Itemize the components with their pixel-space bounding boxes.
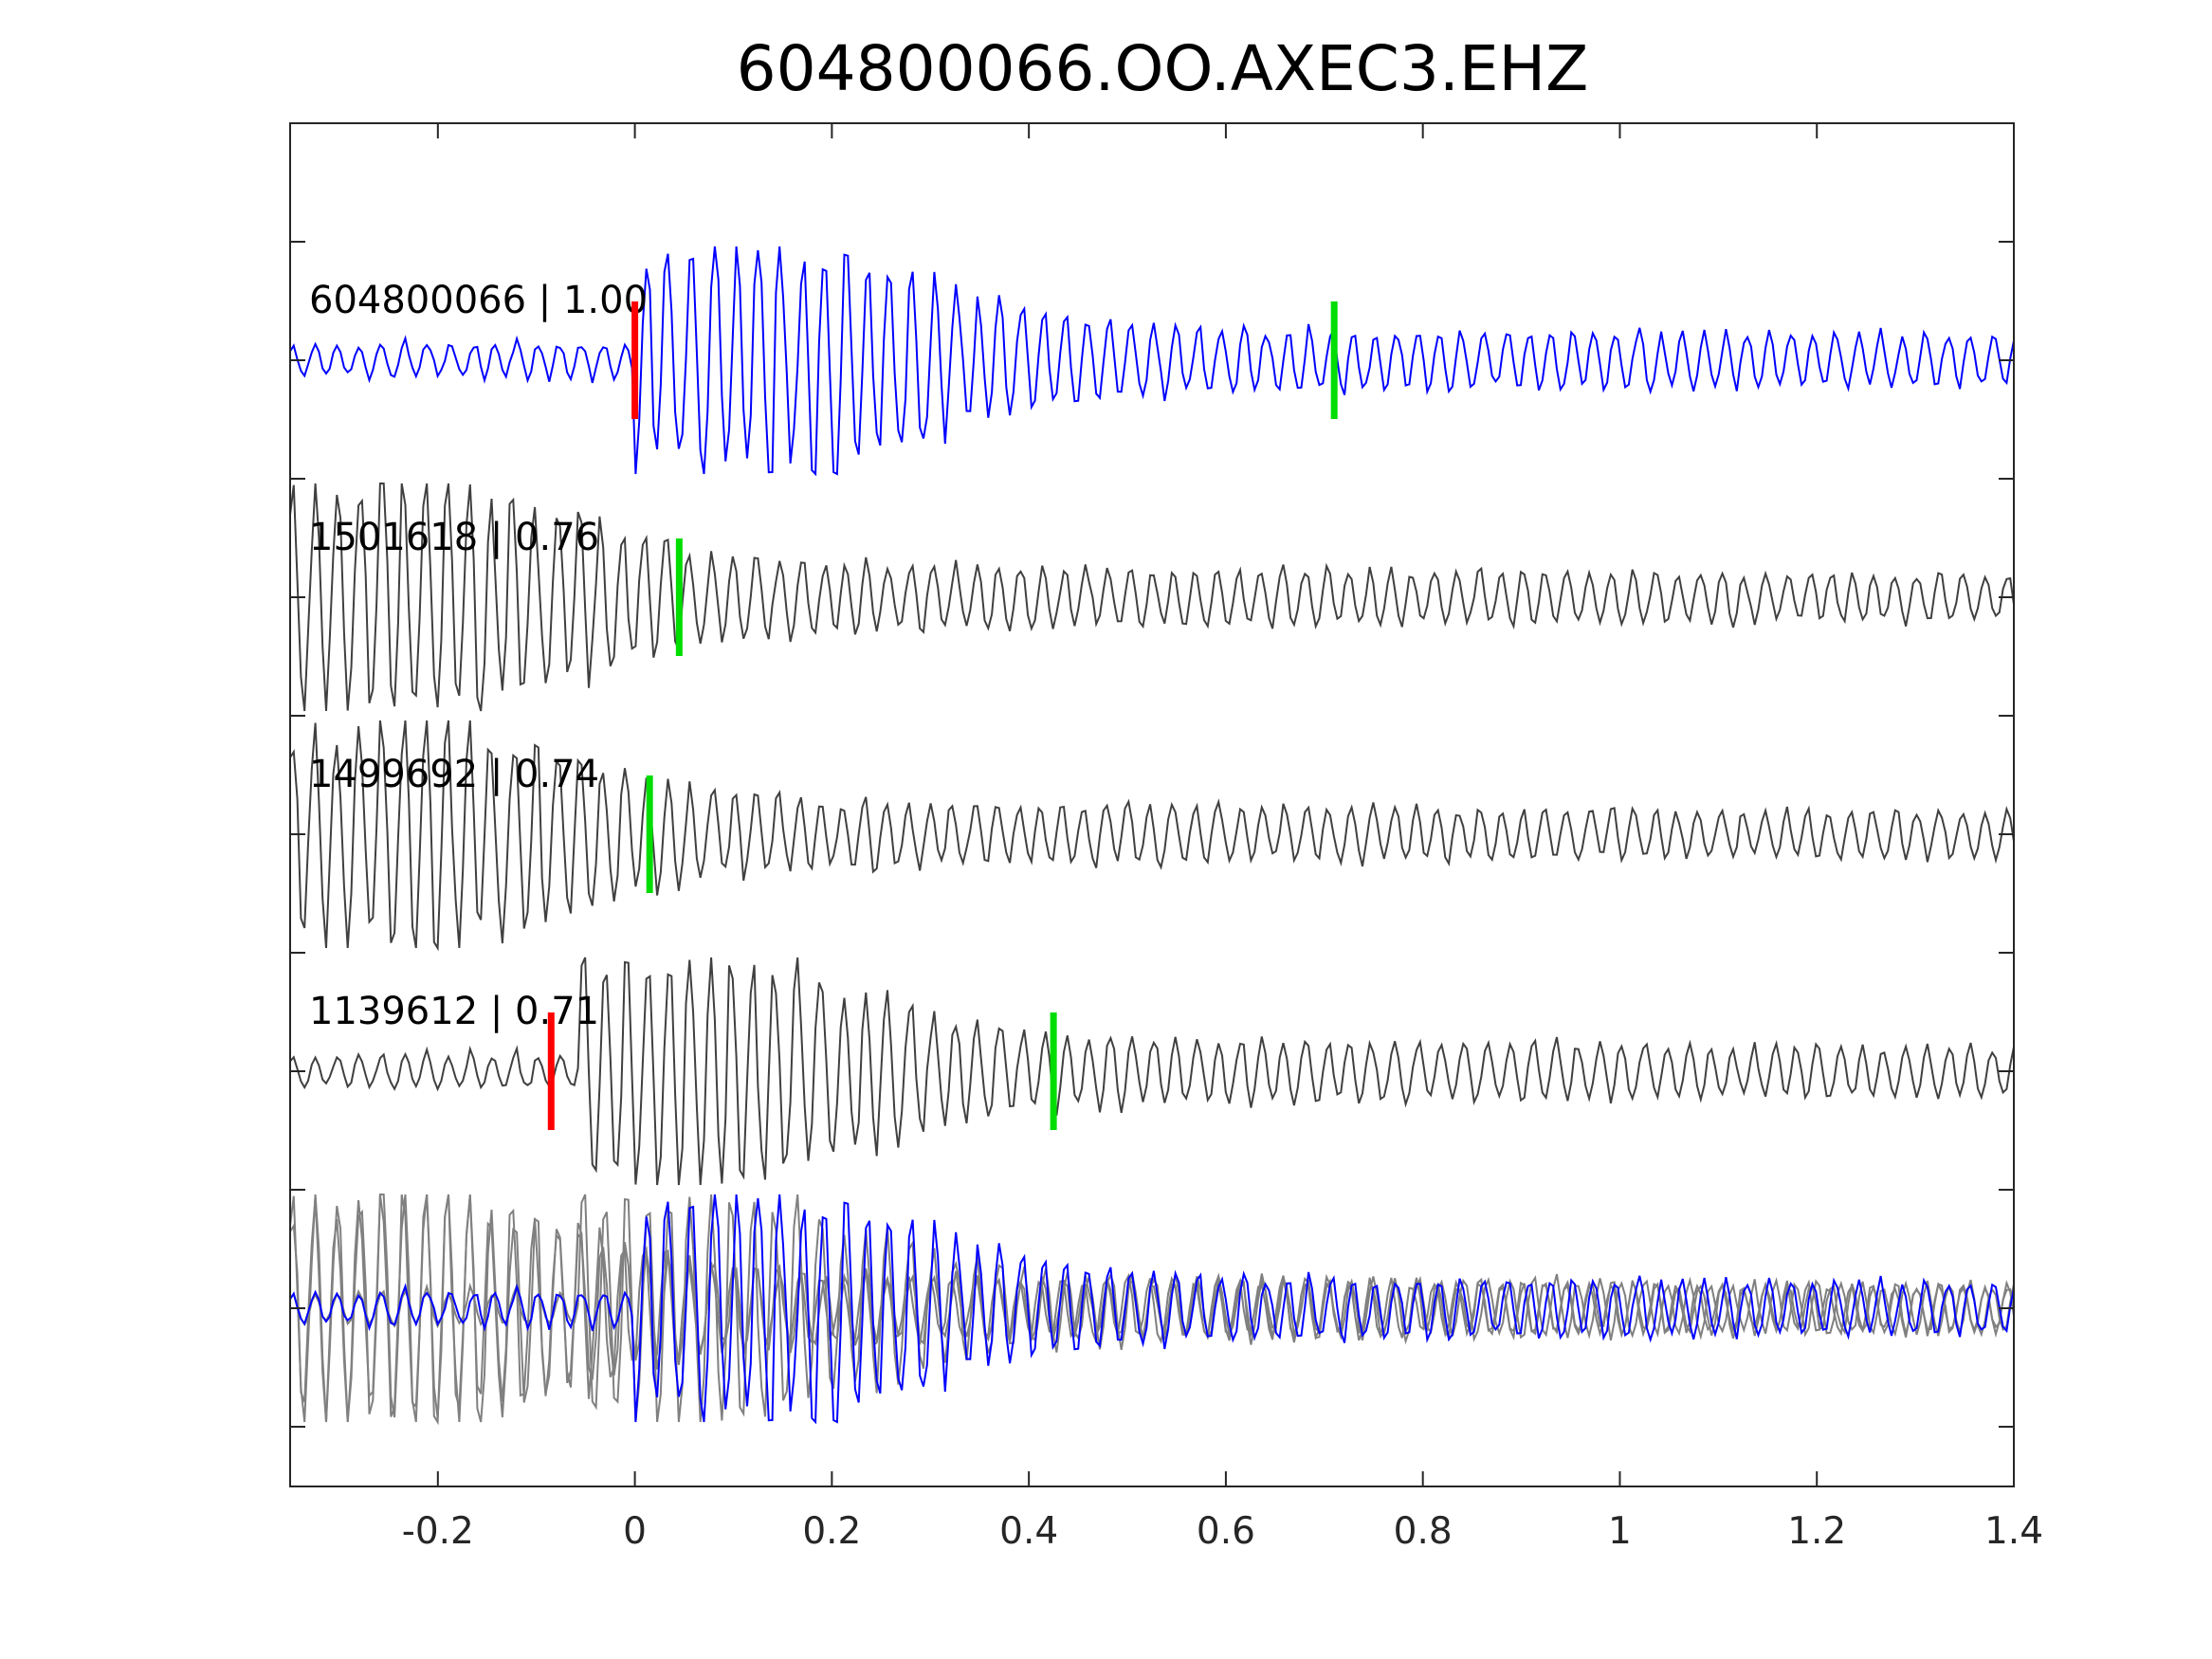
x-tick-label: -0.2 [402,1510,474,1553]
trace-1139612: 1139612 | 0.71 [289,957,2015,1186]
trace-label: 1499692 | 0.74 [309,753,599,796]
x-tick-label: 0 [623,1510,647,1553]
axes-frame [289,122,2015,1487]
stacked-traces [289,1194,2015,1426]
x-tick-label: 0.4 [999,1510,1058,1553]
chart-title: 604800066.OO.AXEC3.EHZ [737,32,1589,105]
trace-1501618: 1501618 | 0.76 [289,483,2015,712]
stack-match-line [289,1194,2015,1423]
x-tick-label: 1.2 [1787,1510,1846,1553]
x-tick-label: 0.8 [1394,1510,1453,1553]
trace-line [289,720,2015,952]
trace-line [289,957,2015,1186]
trace-label: 1139612 | 0.71 [309,990,599,1033]
x-tick-label: 0.6 [1197,1510,1255,1553]
trace-604800066: 604800066 | 1.00 [289,246,2015,477]
x-tick-label: 0.2 [802,1510,861,1553]
x-tick-label: 1 [1608,1510,1632,1553]
trace-line [289,246,2015,477]
x-tick-label: 1.4 [1984,1510,2043,1553]
stack-reference-line [289,1194,2015,1425]
axis-ticks: -0.2 0 0.2 0.4 0.6 0.8 1 1.2 1.4 [290,123,2043,1553]
trace-label: 1501618 | 0.76 [309,516,599,559]
trace-line [289,483,2015,712]
trace-1499692: 1499692 | 0.74 [289,720,2015,952]
trace-label: 604800066 | 1.00 [309,279,648,322]
plot-area: 604800066 | 1.00 1501618 | 0.76 1499692 | … [289,246,2015,1426]
